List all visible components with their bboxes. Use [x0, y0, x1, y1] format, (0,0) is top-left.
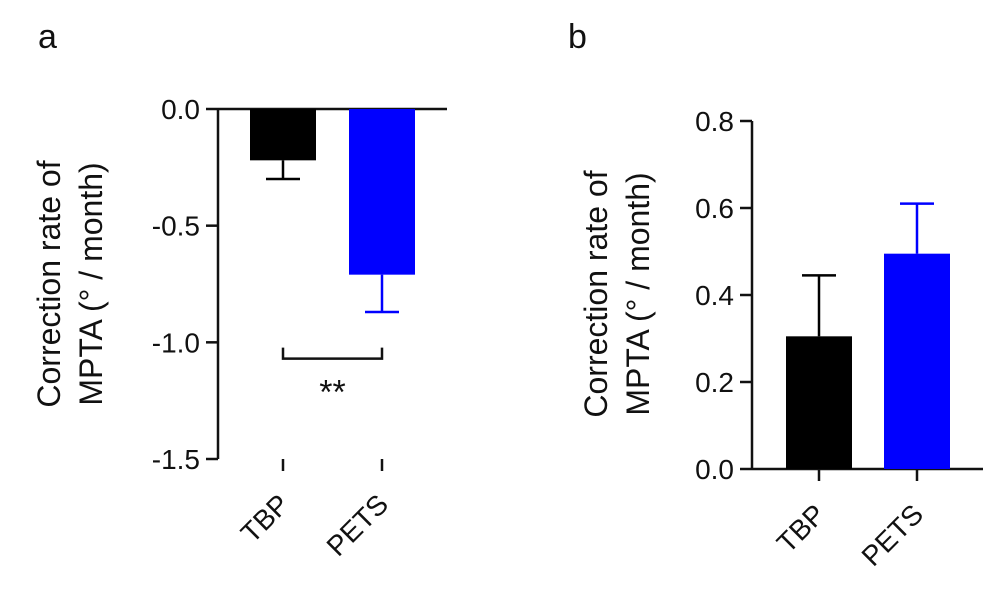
y-tick-label: 0.0 — [695, 454, 734, 485]
y-tick-label: 0.2 — [695, 367, 734, 398]
panel-letter-b: b — [568, 18, 587, 56]
significance-bracket — [281, 347, 384, 360]
x-category-label: TBP — [771, 498, 831, 558]
x-category-label: PETS — [321, 488, 395, 562]
y-tick-label: 0.8 — [695, 106, 734, 137]
bar-tbp — [250, 109, 316, 161]
y-axis-title-line2: MPTA (° / month) — [620, 172, 656, 415]
bar-pets — [884, 253, 950, 469]
y-ticks: 0.0 0.2 0.4 0.6 0.8 — [695, 106, 752, 485]
bars — [786, 202, 950, 469]
y-axis-title-line2: MPTA (° / month) — [73, 162, 109, 405]
x-categories: TBP PETS — [235, 459, 394, 562]
y-tick-label: -1.0 — [152, 327, 200, 358]
significance-stars: ** — [319, 374, 345, 412]
bar-pets — [349, 109, 415, 275]
y-axis-title-line1: Correction rate of — [31, 160, 67, 407]
y-tick-label: 0.4 — [695, 280, 734, 311]
x-category-label: PETS — [856, 498, 930, 572]
bar-tbp — [786, 336, 852, 469]
significance-annotation: ** — [281, 347, 384, 412]
y-ticks: 0.0 -0.5 -1.0 -1.5 — [152, 94, 218, 475]
bars — [250, 109, 415, 314]
y-axis-title-line1: Correction rate of — [578, 170, 614, 417]
panel-a: a Correction rate of MPTA (° / month) 0.… — [31, 18, 447, 562]
y-tick-label: 0.6 — [695, 193, 734, 224]
y-tick-label: -1.5 — [152, 444, 200, 475]
y-tick-label: 0.0 — [161, 94, 200, 125]
y-tick-label: -0.5 — [152, 211, 200, 242]
x-categories: TBP PETS — [771, 469, 929, 572]
panel-letter-a: a — [38, 18, 57, 56]
x-category-label: TBP — [235, 488, 295, 548]
panel-b: b Correction rate of MPTA (° / month) 0.… — [568, 18, 983, 572]
